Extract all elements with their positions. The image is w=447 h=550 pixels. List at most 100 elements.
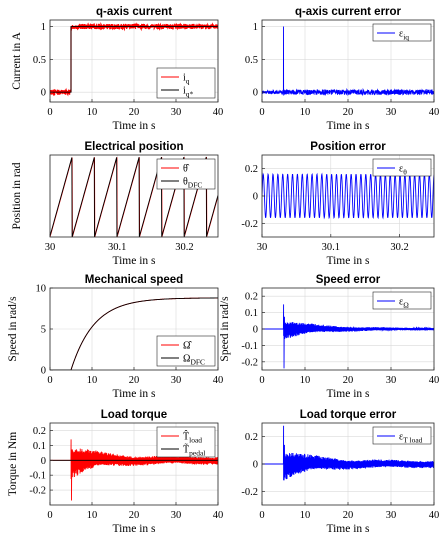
x-tick-label: 10 bbox=[87, 510, 98, 521]
legend-label: εΩ bbox=[399, 297, 409, 310]
legend-label: θ̂ bbox=[183, 164, 190, 175]
x-axis-label: Time in s bbox=[112, 120, 156, 132]
legend-label: T̂load bbox=[183, 430, 202, 445]
y-tick-label: 0.2 bbox=[245, 432, 258, 443]
panel-p6: 0 10 20 30 40 -0.2 -0.1 0 0.1 0.2 Speed error Time … bbox=[219, 274, 439, 400]
legend-label: εθ bbox=[399, 164, 407, 177]
series-line-ε_T_load bbox=[262, 425, 434, 481]
x-tick-label: 20 bbox=[129, 375, 140, 386]
legend-label: iq bbox=[183, 73, 190, 86]
x-tick-label: 0 bbox=[259, 375, 264, 386]
y-tick-label: -0.2 bbox=[241, 487, 258, 498]
y-tick-label: 0 bbox=[253, 325, 258, 336]
panel-p2: 0 10 20 30 40 0 0.5 1 q-axis current error Time i… bbox=[245, 6, 439, 132]
x-tick-label: 30 bbox=[386, 107, 397, 118]
y-tick-label: 0.2 bbox=[33, 426, 46, 437]
y-axis-label: Current in A bbox=[11, 32, 23, 90]
x-tick-label: 10 bbox=[300, 510, 311, 521]
x-tick-label: 20 bbox=[343, 510, 354, 521]
legend-box bbox=[372, 426, 432, 445]
legend-label: iq* bbox=[183, 86, 194, 99]
x-tick-label: 10 bbox=[87, 107, 98, 118]
chart-title: q-axis current error bbox=[295, 6, 402, 18]
y-axis-label: Speed in rad/s bbox=[219, 296, 231, 362]
legend: θ̂ θDFC bbox=[156, 158, 216, 190]
y-tick-label: 0.1 bbox=[245, 308, 258, 319]
x-tick-label: 30 bbox=[171, 375, 182, 386]
y-tick-label: 0.5 bbox=[245, 55, 258, 66]
y-axis-label: Torque in Nm bbox=[7, 432, 19, 496]
x-tick-label: 0 bbox=[259, 510, 264, 521]
x-tick-label: 30.1 bbox=[322, 242, 340, 253]
x-tick-label: 20 bbox=[129, 107, 140, 118]
x-tick-label: 30 bbox=[386, 510, 397, 521]
legend: Ω̂ ΩDFC bbox=[156, 335, 216, 367]
y-tick-label: 10 bbox=[36, 284, 47, 295]
panel-p8: 0 10 20 30 40 -0.2 0 0.2 Load torque error Time i… bbox=[241, 409, 439, 535]
x-tick-label: 30.1 bbox=[108, 242, 126, 253]
chart-title: Load torque error bbox=[300, 409, 397, 421]
y-tick-label: -0.2 bbox=[241, 357, 258, 368]
legend-label: θDFC bbox=[183, 177, 202, 190]
x-tick-label: 40 bbox=[213, 375, 224, 386]
legend-box bbox=[372, 158, 432, 177]
y-tick-label: 0 bbox=[253, 460, 258, 471]
panel-p1: 0 10 20 30 40 0 0.5 1 q-axis current Time in s Cur… bbox=[11, 6, 223, 132]
legend-box bbox=[156, 426, 216, 458]
x-tick-label: 40 bbox=[213, 510, 224, 521]
legend-box bbox=[372, 291, 432, 310]
x-tick-label: 10 bbox=[300, 107, 311, 118]
chart-title: Load torque bbox=[101, 409, 167, 421]
y-axis-label: Position in rad bbox=[11, 162, 23, 229]
legend-label: T̃pedal bbox=[183, 443, 205, 458]
y-tick-label: 0 bbox=[253, 88, 258, 99]
chart-title: q-axis current bbox=[96, 6, 172, 18]
legend-label: εiq bbox=[399, 29, 409, 42]
y-tick-label: 0 bbox=[41, 366, 46, 377]
axes-box bbox=[49, 154, 219, 238]
x-tick-label: 40 bbox=[429, 375, 440, 386]
x-tick-label: 40 bbox=[213, 107, 224, 118]
x-tick-label: 40 bbox=[429, 510, 440, 521]
legend-box bbox=[156, 67, 216, 99]
legend: εT load bbox=[372, 426, 432, 445]
panel-p5: 0 10 20 30 40 0 5 10 Mechanical speed Time in s Sp… bbox=[7, 274, 223, 400]
y-tick-label: -0.2 bbox=[241, 219, 258, 230]
legend-label: Ω̂ bbox=[183, 341, 192, 352]
x-tick-label: 30 bbox=[171, 107, 182, 118]
x-tick-label: 0 bbox=[47, 107, 52, 118]
x-tick-label: 30 bbox=[171, 510, 182, 521]
series-line-i_q* bbox=[50, 26, 218, 93]
x-tick-label: 40 bbox=[429, 107, 440, 118]
x-tick-label: 30 bbox=[386, 375, 397, 386]
x-axis-label: Time in s bbox=[326, 120, 370, 132]
x-tick-label: 20 bbox=[343, 107, 354, 118]
x-tick-label: 10 bbox=[87, 375, 98, 386]
y-tick-label: 5 bbox=[41, 325, 46, 336]
y-tick-label: 0 bbox=[41, 88, 46, 99]
series-line-ε_Ω bbox=[262, 304, 434, 369]
x-axis-label: Time in s bbox=[326, 523, 370, 535]
chart-title: Mechanical speed bbox=[85, 274, 183, 286]
y-tick-label: -0.2 bbox=[29, 486, 46, 497]
panel-p4: 30 30.1 30.2 -0.2 0 0.2 Position error Time in … bbox=[241, 141, 435, 267]
legend-box bbox=[156, 158, 216, 190]
x-tick-label: 30.2 bbox=[175, 242, 193, 253]
legend-label: ΩDFC bbox=[183, 354, 205, 367]
x-axis-label: Time in s bbox=[112, 388, 156, 400]
x-tick-label: 0 bbox=[259, 107, 264, 118]
y-tick-label: 0.2 bbox=[245, 164, 258, 175]
series-line-ε_θ bbox=[262, 172, 434, 220]
legend-box bbox=[156, 335, 216, 367]
y-tick-label: 1 bbox=[41, 22, 46, 33]
x-tick-label: 20 bbox=[129, 510, 140, 521]
x-axis-label: Time in s bbox=[112, 255, 156, 267]
x-axis-label: Time in s bbox=[326, 388, 370, 400]
legend: εiq bbox=[372, 23, 432, 42]
series-line-θ_DFC bbox=[50, 156, 218, 237]
legend: εθ bbox=[372, 158, 432, 177]
legend: εΩ bbox=[372, 291, 432, 310]
